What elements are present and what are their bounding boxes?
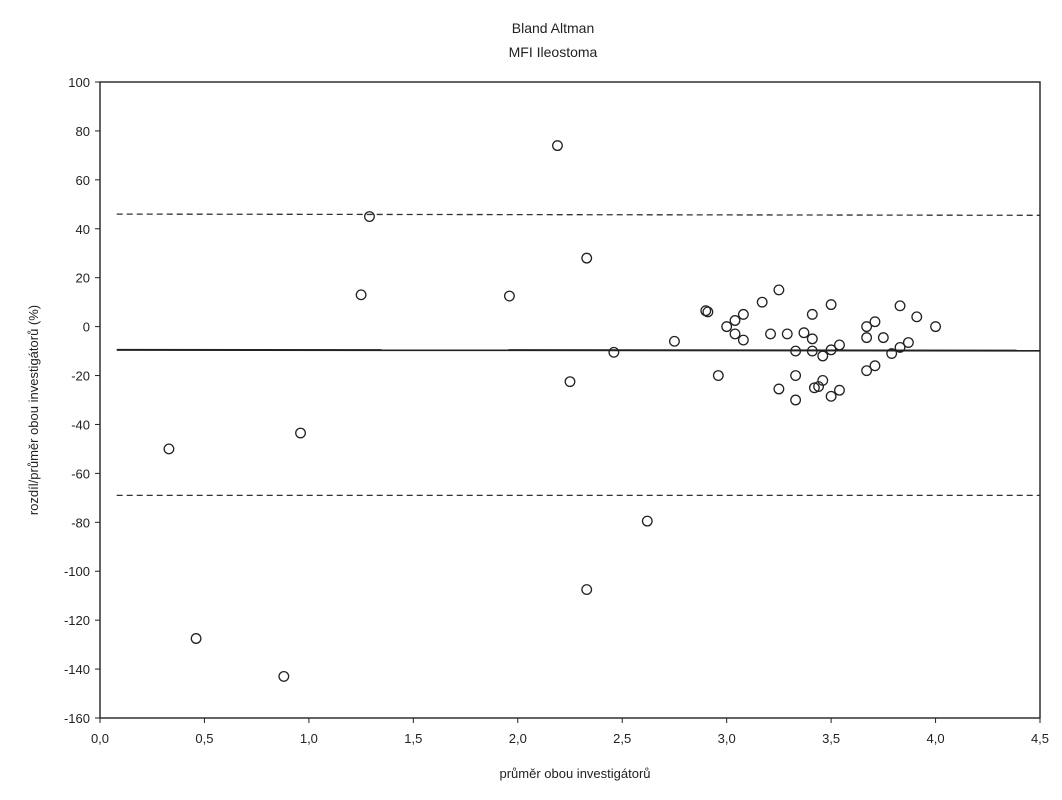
data-point — [765, 328, 776, 340]
data-point — [798, 327, 810, 339]
data-point — [364, 211, 375, 222]
x-tick-label: 3,0 — [718, 731, 736, 746]
data-point — [581, 584, 593, 596]
data-point — [737, 334, 749, 346]
y-tick-label: -40 — [71, 417, 90, 432]
data-point — [861, 365, 873, 377]
upper-limit-line — [116, 213, 1041, 216]
data-point — [834, 384, 845, 396]
data-point — [503, 290, 515, 302]
data-point — [295, 427, 306, 439]
data-point — [886, 348, 898, 359]
data-point — [278, 670, 290, 682]
data-point — [869, 316, 881, 328]
data-point — [894, 341, 906, 353]
data-point — [808, 382, 820, 394]
x-tick-label: 2,5 — [613, 731, 631, 746]
data-point — [790, 345, 802, 357]
x-tick-label: 0,0 — [91, 731, 109, 746]
x-axis-label: průměr obou investigátorů — [499, 766, 650, 781]
y-tick-label: -160 — [64, 711, 90, 726]
y-tick-label: 60 — [76, 173, 90, 188]
data-point — [641, 515, 653, 527]
plot-frame — [99, 81, 1041, 719]
y-tick-label: 20 — [76, 271, 90, 286]
plot-area: 0,0 0,5 1,0 1,5 2,0 2,5 3,0 3,5 4,0 4,5 100 80 60 40 2… — [64, 75, 1049, 746]
data-point — [564, 376, 576, 388]
data-point — [608, 346, 620, 358]
data-point — [825, 344, 837, 356]
data-point — [861, 332, 873, 344]
data-point — [894, 300, 906, 312]
x-tick-label: 1,0 — [300, 731, 318, 746]
y-tick-label: -140 — [64, 662, 90, 677]
data-point — [790, 394, 802, 406]
x-tick-label: 4,5 — [1031, 731, 1049, 746]
y-tick-label: 80 — [76, 124, 90, 139]
data-point — [806, 308, 818, 320]
data-point — [869, 360, 881, 372]
data-point — [817, 374, 829, 386]
mean-difference-line — [116, 348, 1041, 352]
data-point — [911, 311, 923, 323]
x-tick-label: 2,0 — [509, 731, 527, 746]
x-tick-label: 1,5 — [404, 731, 422, 746]
data-point — [825, 390, 837, 402]
data-point — [163, 443, 175, 455]
data-point — [756, 296, 768, 308]
data-point — [737, 308, 749, 320]
data-point — [773, 284, 785, 296]
data-point — [930, 321, 942, 333]
data-point — [877, 332, 889, 344]
y-tick-label: 100 — [68, 75, 90, 90]
data-point — [581, 252, 593, 264]
data-point — [817, 350, 829, 362]
data-point — [729, 315, 741, 326]
data-point — [902, 337, 914, 348]
y-tick-label: 40 — [76, 222, 90, 237]
y-axis-label: rozdíl/průměr obou investigátorů (%) — [26, 305, 41, 515]
data-point — [806, 333, 818, 345]
data-point — [773, 383, 785, 395]
data-point — [806, 345, 818, 357]
data-point — [781, 328, 793, 340]
y-tick-label: -20 — [71, 369, 90, 384]
data-point — [825, 299, 837, 311]
data-point — [834, 339, 845, 351]
x-tick-label: 4,0 — [927, 731, 945, 746]
data-point — [355, 289, 367, 301]
data-point — [721, 321, 733, 333]
y-tick-label: 0 — [83, 320, 90, 335]
data-point — [790, 370, 802, 381]
chart-title: Bland Altman — [512, 20, 595, 36]
y-tick-label: -60 — [71, 466, 90, 481]
x-tick-label: 0,5 — [195, 731, 213, 746]
chart-subtitle: MFI Ileostoma — [509, 44, 598, 60]
data-point — [700, 305, 712, 317]
data-point — [552, 140, 563, 152]
y-tick-label: -120 — [64, 613, 90, 628]
data-point — [712, 370, 724, 381]
data-point — [668, 335, 680, 347]
data-point — [729, 328, 741, 340]
data-point — [702, 306, 714, 318]
data-point — [190, 633, 202, 644]
data-point — [861, 321, 873, 333]
y-tick-label: -80 — [71, 515, 90, 530]
x-tick-label: 3,5 — [822, 731, 840, 746]
y-tick-label: -100 — [64, 564, 90, 579]
